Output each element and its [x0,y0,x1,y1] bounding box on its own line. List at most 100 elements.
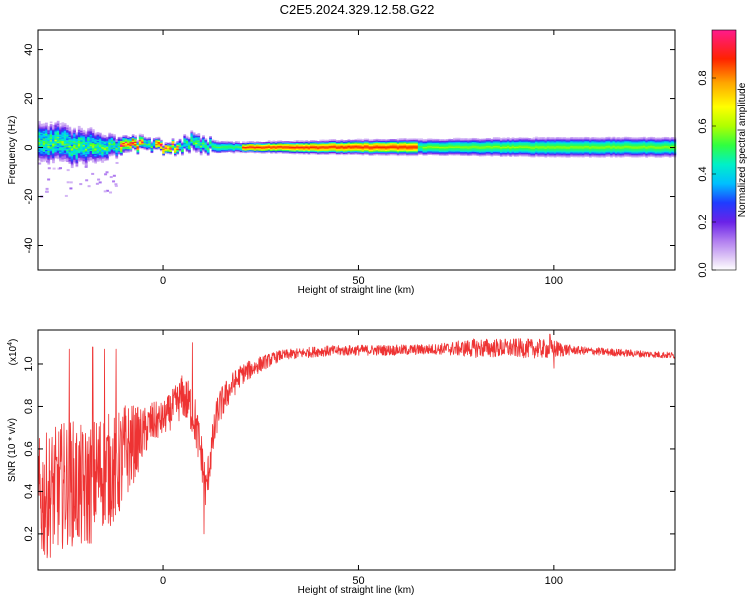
spectrogram-cell [338,148,341,151]
spectrogram-cell [195,151,198,153]
spectrogram-cell [101,139,105,142]
spectrogram-cell [59,145,62,147]
spectrogram-cell [647,146,651,149]
spectrogram-cell [642,141,646,144]
spectrogram-cell [603,144,606,147]
spectrogram-cell [321,153,325,155]
spectrogram-cell [40,134,44,137]
spectrogram-cell [45,136,48,138]
spectrogram-cell [141,139,144,141]
spectrogram-cell [624,155,627,157]
spectrogram-cell [511,141,515,143]
spectrogram-cell [603,147,606,150]
spectrogram-cell [584,145,588,148]
spectrogram-cell [600,154,604,157]
spectrogram-cell [385,140,388,143]
spectrogram-cell [610,152,613,154]
spectrogram-cell [476,143,480,145]
spectrogram-cell [110,141,114,143]
spectrogram-cell [633,146,637,148]
spectrogram-cell [103,190,107,193]
spectrogram-cell [349,150,353,153]
spectrogram-cell [535,152,538,155]
spectrogram-cell [666,155,670,158]
spectrogram-cell [551,142,555,144]
spectrogram-cell [302,140,306,143]
spectrogram-cell [565,138,569,141]
spectrogram-cell [96,138,100,140]
spectrogram-cell [570,138,574,140]
spectrogram-cell [109,176,113,179]
spectrogram-cell [45,148,48,150]
spectrogram-cell [138,144,142,147]
spectrogram-cell [40,143,44,145]
spectrogram-cell [105,171,109,174]
spectrogram-cell [352,150,355,153]
spectrogram-cell [424,141,428,144]
spectrogram-cell [342,149,346,152]
spectrogram-cell [499,151,503,154]
spectrogram-cell [380,145,384,148]
spectrogram-cell [188,146,191,148]
spectrogram-cell [427,139,430,142]
spectrogram-cell [84,132,88,135]
spectrogram-cell [253,147,257,150]
spectrogram-cell [256,141,259,144]
spectrogram-cell [345,152,348,154]
spectrogram-cell [319,140,323,143]
spectrogram-cell [352,152,355,154]
spectrogram-cell [178,141,182,143]
spectrogram-cell [506,148,510,150]
spectrogram-cell [253,146,257,149]
spectrogram-cell [478,143,482,146]
spectrogram-cell [401,140,405,143]
spectrogram-cell [75,138,79,141]
spectrogram-cell [66,148,69,150]
spectrogram-cell [431,152,435,154]
spectrogram-cell [649,136,653,139]
spectrogram-cell [89,139,93,142]
spectrogram-cell [574,149,578,152]
spectrogram-cell [659,153,663,156]
spectrogram-cell [377,140,381,142]
spectrogram-cell [256,148,259,151]
spectrogram-cell [382,142,386,145]
spectrogram-cell [94,136,98,138]
spectrogram-cell [469,144,473,147]
spectrogram-cell [628,145,632,148]
spectrogram-cell [94,151,98,153]
spectrogram-cell [396,150,400,153]
spectrogram-cell [91,158,95,161]
spectrogram-cell [556,140,559,143]
spectrogram-cell [101,157,105,160]
spectrogram-cell [551,150,555,153]
spectrogram-cell [535,142,538,145]
spectrogram-cell [635,148,639,151]
spectrogram-cell [462,150,466,153]
spectrogram-cell [256,145,259,147]
spectrogram-cell [591,150,595,153]
spectrogram-cell [469,151,473,154]
spectrogram-cell [401,146,405,149]
spectrogram-cell [464,141,468,144]
spectrogram-cell [345,149,348,152]
spectrogram-cell [593,150,597,153]
spectrogram-cell [499,155,503,157]
spectrogram-cell [631,154,634,157]
spectrogram-cell [185,138,189,140]
spectrogram-cell [614,142,618,145]
spectrogram-cell [80,136,83,139]
spectrogram-cell [542,143,545,145]
spectrogram-cell [361,150,365,152]
spectrogram-cell [614,146,618,148]
spectrogram-cell [307,145,311,148]
spectrogram-cell [237,147,241,149]
spectrogram-cell [664,151,667,154]
spectrogram-cell [70,160,74,162]
spectrogram-cell [256,143,259,146]
spectrogram-cell [424,152,428,155]
spectrogram-cell [190,140,194,142]
spectrogram-x-ticks: 0 50 100 [160,30,563,287]
spectrogram-cell [438,151,442,154]
